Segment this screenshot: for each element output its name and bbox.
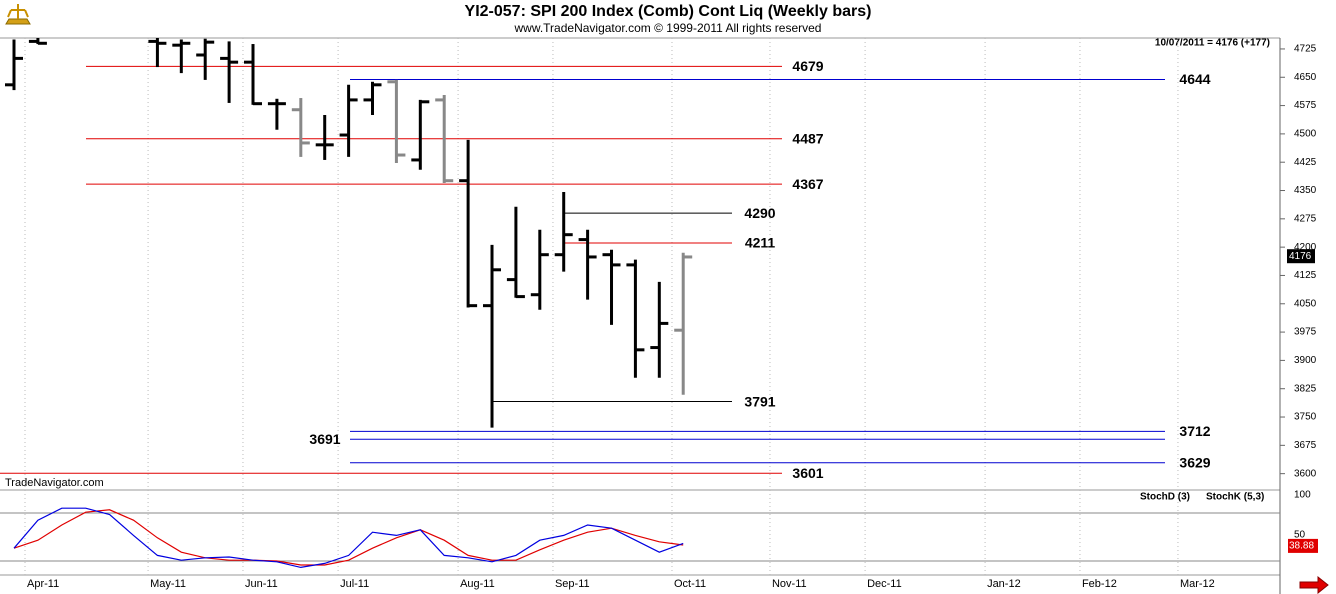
y-tick-label: 3900 bbox=[1294, 355, 1317, 366]
x-tick-label: Nov-11 bbox=[772, 578, 807, 590]
y-tick-label: 50 bbox=[1294, 530, 1306, 541]
y-tick-label: 4725 bbox=[1294, 44, 1317, 55]
y-tick-label: 3825 bbox=[1294, 383, 1317, 394]
x-tick-label: May-11 bbox=[150, 578, 186, 590]
last-price-label: 4176 bbox=[1289, 251, 1312, 262]
legend-entry: StochK (5,3) bbox=[1206, 492, 1264, 503]
x-tick-label: Feb-12 bbox=[1082, 578, 1117, 590]
level-label: 3791 bbox=[744, 393, 775, 409]
scroll-arrow[interactable] bbox=[1299, 575, 1329, 594]
y-tick-label: 4125 bbox=[1294, 270, 1317, 281]
y-tick-label: 4200 bbox=[1294, 242, 1317, 253]
x-tick-label: Jun-11 bbox=[245, 578, 278, 590]
y-tick-label: 4500 bbox=[1294, 129, 1317, 140]
y-tick-label: 100 bbox=[1294, 490, 1311, 501]
y-tick-label: 3975 bbox=[1294, 327, 1317, 338]
y-tick-label: 3750 bbox=[1294, 412, 1317, 423]
level-label: 4211 bbox=[745, 235, 776, 251]
chart-title: YI2-057: SPI 200 Index (Comb) Cont Liq (… bbox=[465, 3, 872, 20]
y-tick-label: 4425 bbox=[1294, 157, 1317, 168]
last-price-box bbox=[1287, 249, 1315, 264]
chart-subtitle: www.TradeNavigator.com © 1999-2011 All r… bbox=[514, 21, 822, 35]
level-label: 4290 bbox=[744, 205, 775, 221]
last-value-box bbox=[1288, 538, 1318, 553]
level-label: 3629 bbox=[1179, 454, 1210, 470]
stoch-line bbox=[13, 509, 684, 566]
level-label: 4367 bbox=[792, 176, 823, 192]
legend-entry: StochD (3) bbox=[1140, 492, 1190, 503]
x-tick-label: Sep-11 bbox=[555, 578, 590, 590]
y-tick-label: 4275 bbox=[1294, 213, 1317, 224]
level-label: 3601 bbox=[792, 465, 823, 481]
last-info: 10/07/2011 = 4176 (+177) bbox=[1155, 38, 1270, 49]
y-tick-label: 3600 bbox=[1294, 468, 1317, 479]
level-label: 4679 bbox=[792, 58, 823, 74]
y-tick-label: 4050 bbox=[1294, 298, 1317, 309]
x-tick-label: Apr-11 bbox=[27, 578, 59, 590]
logo bbox=[5, 4, 31, 25]
y-tick-label: 4650 bbox=[1294, 72, 1317, 83]
level-label: 3691 bbox=[309, 431, 340, 447]
x-tick-label: Dec-11 bbox=[867, 578, 902, 590]
level-label: 4487 bbox=[792, 131, 823, 147]
y-tick-label: 4350 bbox=[1294, 185, 1317, 196]
y-tick-label: 3675 bbox=[1294, 440, 1317, 451]
x-tick-label: Jul-11 bbox=[340, 578, 369, 590]
level-label: 3712 bbox=[1179, 423, 1210, 439]
y-tick-label: 4575 bbox=[1294, 100, 1317, 111]
x-tick-label: Aug-11 bbox=[460, 578, 495, 590]
x-tick-label: Mar-12 bbox=[1180, 578, 1215, 590]
last-value-label: 38.88 bbox=[1289, 541, 1314, 552]
level-label: 4644 bbox=[1179, 71, 1210, 87]
source: TradeNavigator.com bbox=[5, 477, 104, 489]
x-tick-label: Oct-11 bbox=[674, 578, 706, 590]
x-tick-label: Jan-12 bbox=[987, 578, 1021, 590]
stoch-line bbox=[13, 507, 684, 569]
